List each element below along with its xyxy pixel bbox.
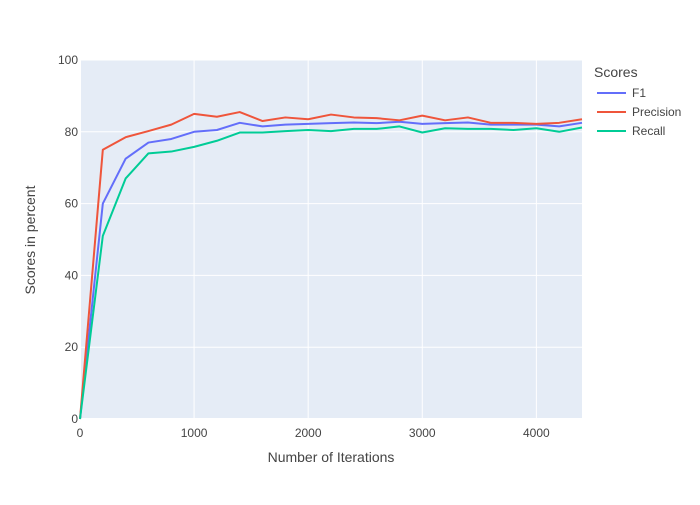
x-tick-label: 0: [77, 426, 84, 440]
y-tick-label: 20: [65, 340, 79, 354]
y-axis-title: Scores in percent: [22, 185, 38, 294]
x-tick-label: 2000: [295, 426, 322, 440]
y-tick-label: 0: [71, 412, 78, 426]
y-tick-label: 80: [65, 125, 79, 139]
x-tick-label: 1000: [181, 426, 208, 440]
y-tick-label: 60: [65, 197, 79, 211]
y-tick-label: 100: [58, 53, 78, 67]
x-tick-label: 4000: [523, 426, 550, 440]
series-line-f1: [79, 120, 583, 420]
axis-ticks: 0 1000 2000 3000 4000 0 20 40 60 80 100: [58, 53, 550, 440]
legend-title: Scores: [594, 64, 638, 80]
plot-background: [80, 60, 582, 419]
legend: Scores F1 Precision Recall: [594, 64, 681, 138]
series-lines: [79, 111, 583, 420]
series-line-recall: [79, 125, 583, 420]
grid-lines: [79, 59, 582, 420]
x-tick-label: 3000: [409, 426, 436, 440]
x-axis-title: Number of Iterations: [268, 449, 395, 465]
legend-label-recall[interactable]: Recall: [632, 124, 665, 138]
legend-label-precision[interactable]: Precision: [632, 105, 681, 119]
y-tick-label: 40: [65, 268, 79, 282]
legend-label-f1[interactable]: F1: [632, 86, 646, 100]
series-line-precision: [79, 111, 583, 420]
